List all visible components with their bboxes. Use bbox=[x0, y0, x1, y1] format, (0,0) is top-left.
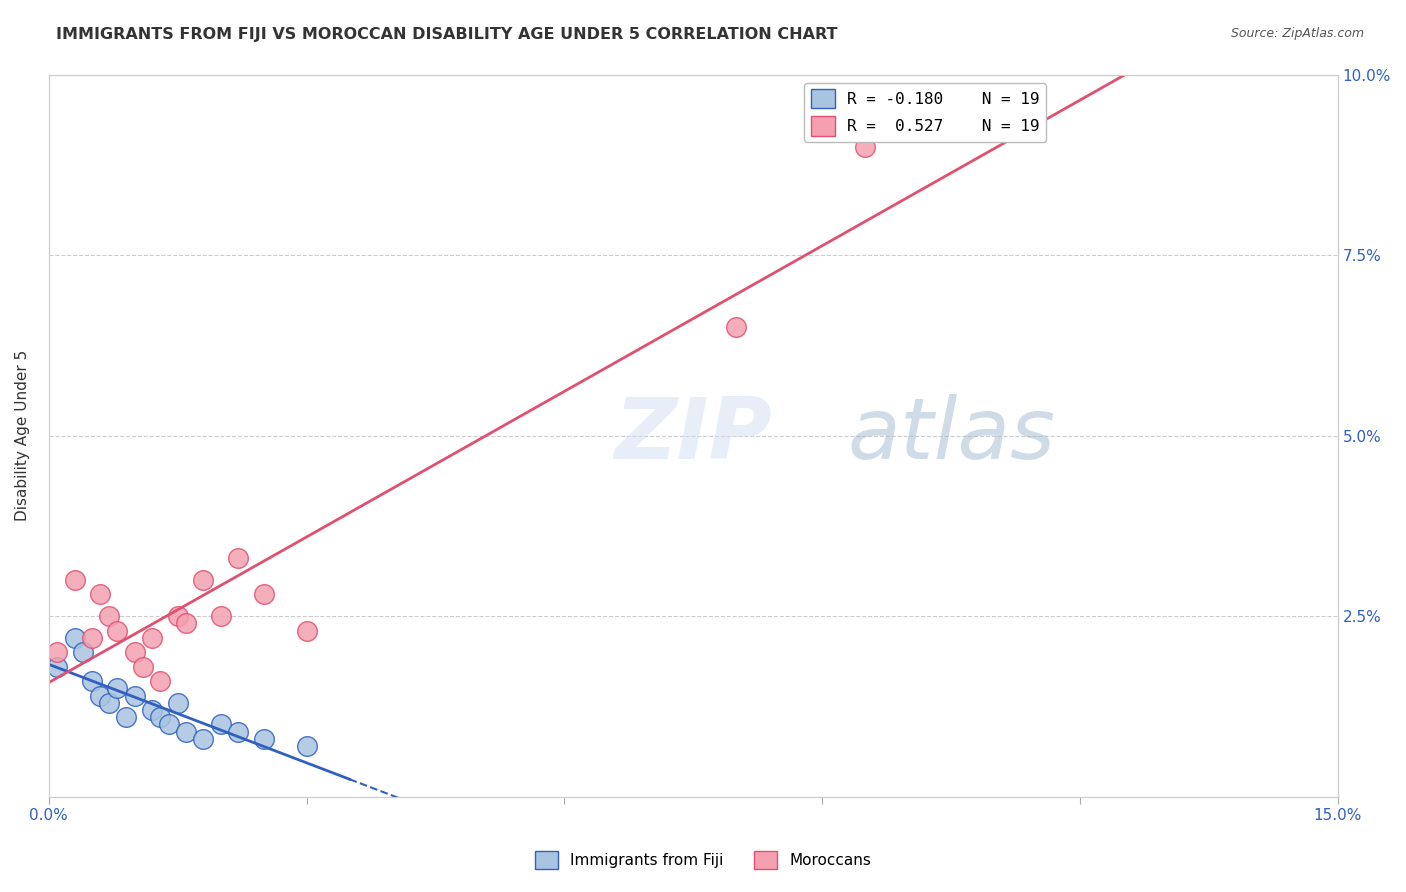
Point bbox=[149, 674, 172, 689]
Point bbox=[97, 609, 120, 624]
Point bbox=[46, 659, 69, 673]
Y-axis label: Disability Age Under 5: Disability Age Under 5 bbox=[15, 350, 30, 521]
Point bbox=[132, 659, 155, 673]
Point bbox=[46, 645, 69, 659]
Point bbox=[193, 731, 215, 746]
Point bbox=[80, 674, 103, 689]
Point bbox=[63, 631, 86, 645]
Point bbox=[226, 551, 249, 566]
Point bbox=[166, 696, 188, 710]
Point bbox=[107, 681, 129, 696]
Point bbox=[226, 724, 249, 739]
Point bbox=[141, 631, 163, 645]
Point bbox=[174, 724, 197, 739]
Point bbox=[89, 689, 111, 703]
Point bbox=[157, 717, 180, 731]
Legend: R = -0.180    N = 19, R =  0.527    N = 19: R = -0.180 N = 19, R = 0.527 N = 19 bbox=[804, 82, 1046, 142]
Point bbox=[174, 616, 197, 631]
Legend: Immigrants from Fiji, Moroccans: Immigrants from Fiji, Moroccans bbox=[529, 845, 877, 875]
Text: IMMIGRANTS FROM FIJI VS MOROCCAN DISABILITY AGE UNDER 5 CORRELATION CHART: IMMIGRANTS FROM FIJI VS MOROCCAN DISABIL… bbox=[56, 27, 838, 42]
Text: atlas: atlas bbox=[848, 394, 1056, 477]
Point bbox=[252, 587, 274, 601]
Point bbox=[252, 731, 274, 746]
Point bbox=[141, 703, 163, 717]
Point bbox=[209, 609, 232, 624]
Point bbox=[209, 717, 232, 731]
Text: ZIP: ZIP bbox=[614, 394, 772, 477]
Point bbox=[107, 624, 129, 638]
Point bbox=[149, 710, 172, 724]
Point bbox=[295, 624, 318, 638]
Point bbox=[124, 689, 146, 703]
Point bbox=[193, 573, 215, 587]
Point bbox=[89, 587, 111, 601]
Point bbox=[63, 573, 86, 587]
Point bbox=[166, 609, 188, 624]
Point bbox=[97, 696, 120, 710]
Point bbox=[80, 631, 103, 645]
Point bbox=[853, 140, 876, 154]
Point bbox=[115, 710, 138, 724]
Point bbox=[725, 320, 748, 334]
Text: Source: ZipAtlas.com: Source: ZipAtlas.com bbox=[1230, 27, 1364, 40]
Point bbox=[295, 739, 318, 753]
Point bbox=[72, 645, 94, 659]
Point bbox=[124, 645, 146, 659]
